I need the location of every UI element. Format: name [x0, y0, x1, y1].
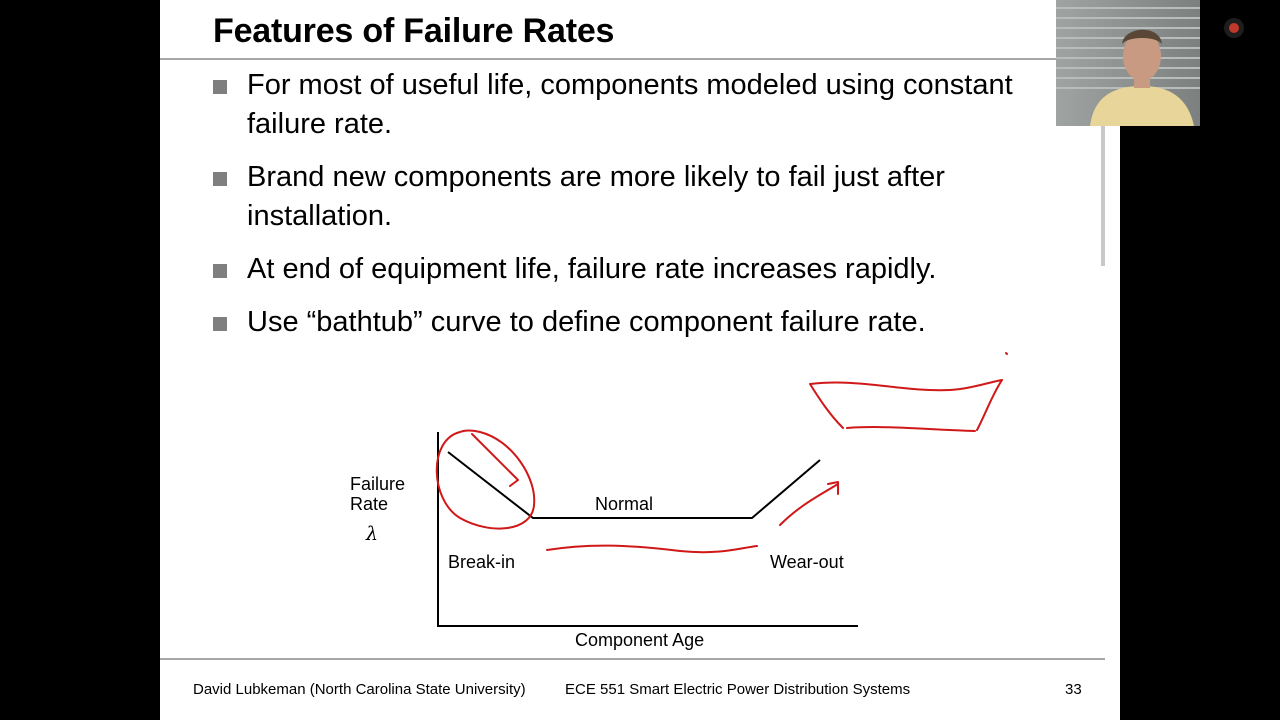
bullet-item: Brand new components are more likely to … [213, 158, 1053, 236]
bullet-list: For most of useful life, components mode… [213, 66, 1053, 356]
annotation-underline-normal [546, 544, 758, 554]
title-divider [160, 58, 1120, 60]
lambda-symbol: λ [365, 523, 378, 545]
record-indicator-icon[interactable] [1224, 18, 1244, 38]
bullet-item: At end of equipment life, failure rate i… [213, 250, 1053, 289]
slide-page-number: 33 [1065, 681, 1082, 698]
bathtub-curve [447, 451, 821, 519]
x-axis-label: Component Age [575, 630, 704, 650]
square-bullet-icon [213, 172, 227, 186]
bullet-item: Use “bathtub” curve to define component … [213, 303, 1053, 342]
bullet-text: Brand new components are more likely to … [247, 161, 945, 232]
slide-scrollbar[interactable] [1101, 126, 1105, 266]
presenter-video-frame [1056, 0, 1200, 126]
bathtub-curve-diagram: Failure Rate λ Normal Break-in Wear-out … [350, 352, 1008, 650]
annotation-arrow-wear-out [779, 481, 839, 526]
square-bullet-icon [213, 80, 227, 94]
pen-annotations [435, 352, 1008, 554]
annotation-dot [1005, 352, 1008, 355]
square-bullet-icon [213, 317, 227, 331]
square-bullet-icon [213, 264, 227, 278]
slide-title: Features of Failure Rates [213, 12, 615, 50]
annotation-ellipse-break-in [435, 429, 536, 530]
bullet-item: For most of useful life, components mode… [213, 66, 1053, 144]
phase-label-wear-out: Wear-out [770, 552, 844, 572]
phase-label-normal: Normal [595, 494, 653, 514]
annotation-arrow-break-in [471, 433, 519, 487]
annotation-bathtub-sketch [809, 379, 1003, 432]
y-axis-label-line1: Failure [350, 474, 405, 494]
bullet-text: For most of useful life, components mode… [247, 69, 1013, 140]
bullet-text: Use “bathtub” curve to define component … [247, 306, 926, 338]
footer-divider [160, 658, 1105, 660]
slide: Features of Failure Rates For most of us… [160, 0, 1120, 720]
footer-author: David Lubkeman (North Carolina State Uni… [193, 681, 526, 698]
presenter-video [1056, 0, 1200, 126]
bullet-text: At end of equipment life, failure rate i… [247, 253, 937, 285]
y-axis-label-line2: Rate [350, 494, 388, 514]
phase-label-break-in: Break-in [448, 552, 515, 572]
footer-course: ECE 551 Smart Electric Power Distributio… [565, 681, 911, 698]
